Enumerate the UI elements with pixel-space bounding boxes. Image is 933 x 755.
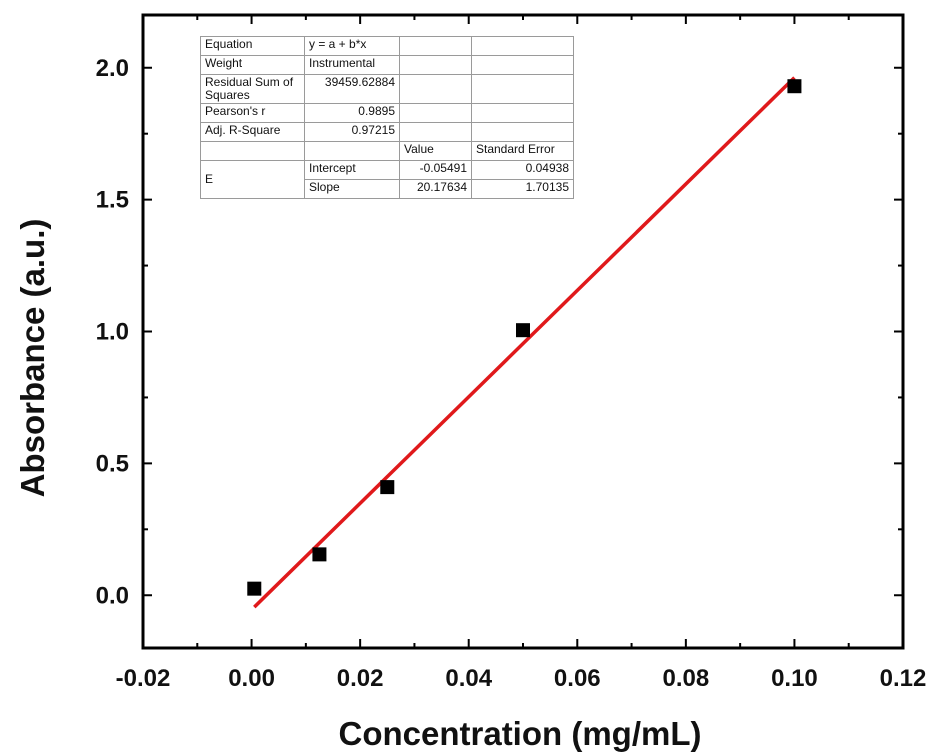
x-tick-label: 0.06	[554, 665, 601, 692]
table-row: Pearson's r 0.9895	[200, 103, 574, 123]
table-cell: Pearson's r	[200, 103, 305, 123]
table-cell: -0.05491	[399, 160, 472, 180]
x-tick-label: 0.02	[337, 665, 384, 692]
table-cell: E	[200, 160, 305, 199]
x-tick-label: 0.12	[880, 665, 927, 692]
y-axis-title: Absorbance (a.u.)	[14, 219, 51, 498]
y-tick-labels: 0.0 0.5 1.0 1.5 2.0	[96, 55, 129, 610]
table-cell: Value	[399, 141, 472, 161]
y-tick-label: 1.0	[96, 319, 129, 346]
table-cell	[471, 36, 574, 56]
table-row: Equation y = a + b*x	[200, 36, 574, 56]
x-tick-labels: -0.02 0.00 0.02 0.04 0.06 0.08 0.10 0.12	[116, 665, 927, 692]
table-cell: Slope	[304, 179, 400, 199]
table-cell	[399, 103, 472, 123]
x-tick-label: 0.10	[771, 665, 818, 692]
data-point	[516, 323, 530, 338]
table-cell: Standard Error	[471, 141, 574, 161]
y-tick-label: 1.5	[96, 187, 129, 214]
table-cell	[304, 141, 400, 161]
table-cell: 20.17634	[399, 179, 472, 199]
fit-results-table: Equation y = a + b*x Weight Instrumental…	[200, 36, 574, 199]
table-cell: Residual Sum of Squares	[200, 74, 305, 104]
table-cell	[399, 122, 472, 142]
y-tick-label: 0.5	[96, 450, 129, 477]
y-tick-label: 2.0	[96, 55, 129, 82]
table-cell: Weight	[200, 55, 305, 75]
data-point	[380, 480, 395, 495]
data-point	[312, 547, 327, 562]
table-cell: 39459.62884	[304, 74, 400, 104]
table-cell: Adj. R-Square	[200, 122, 305, 142]
x-tick-label: 0.04	[445, 665, 492, 692]
table-cell: 0.9895	[304, 103, 400, 123]
table-row: Residual Sum of Squares 39459.62884	[200, 74, 574, 104]
axis-ticks	[142, 15, 904, 648]
table-cell: Equation	[200, 36, 305, 56]
x-axis-title: Concentration (mg/mL)	[339, 715, 702, 752]
table-cell	[200, 141, 305, 161]
table-cell	[471, 74, 574, 104]
table-cell	[471, 103, 574, 123]
table-cell	[399, 36, 472, 56]
table-cell	[399, 55, 472, 75]
fit-line	[253, 76, 796, 609]
table-row: E Intercept -0.05491 0.04938	[200, 160, 574, 199]
table-cell: 0.04938	[471, 160, 574, 180]
table-cell: Intercept	[304, 160, 400, 180]
table-row: Value Standard Error	[200, 141, 574, 161]
table-cell	[399, 74, 472, 104]
data-point	[787, 79, 802, 94]
table-row: Slope 20.17634 1.70135	[201, 179, 574, 199]
table-cell: Instrumental	[304, 55, 400, 75]
table-cell: y = a + b*x	[304, 36, 400, 56]
table-row: Adj. R-Square 0.97215	[200, 122, 574, 142]
x-tick-label: -0.02	[116, 665, 171, 692]
series-layer	[247, 76, 802, 609]
table-cell: 1.70135	[471, 179, 574, 199]
table-row: Weight Instrumental	[200, 55, 574, 75]
table-cell	[471, 55, 574, 75]
table-cell	[471, 122, 574, 142]
data-point	[247, 581, 262, 596]
table-cell: 0.97215	[304, 122, 400, 142]
x-tick-label: 0.00	[228, 665, 275, 692]
x-tick-label: 0.08	[662, 665, 709, 692]
y-tick-label: 0.0	[96, 582, 129, 609]
